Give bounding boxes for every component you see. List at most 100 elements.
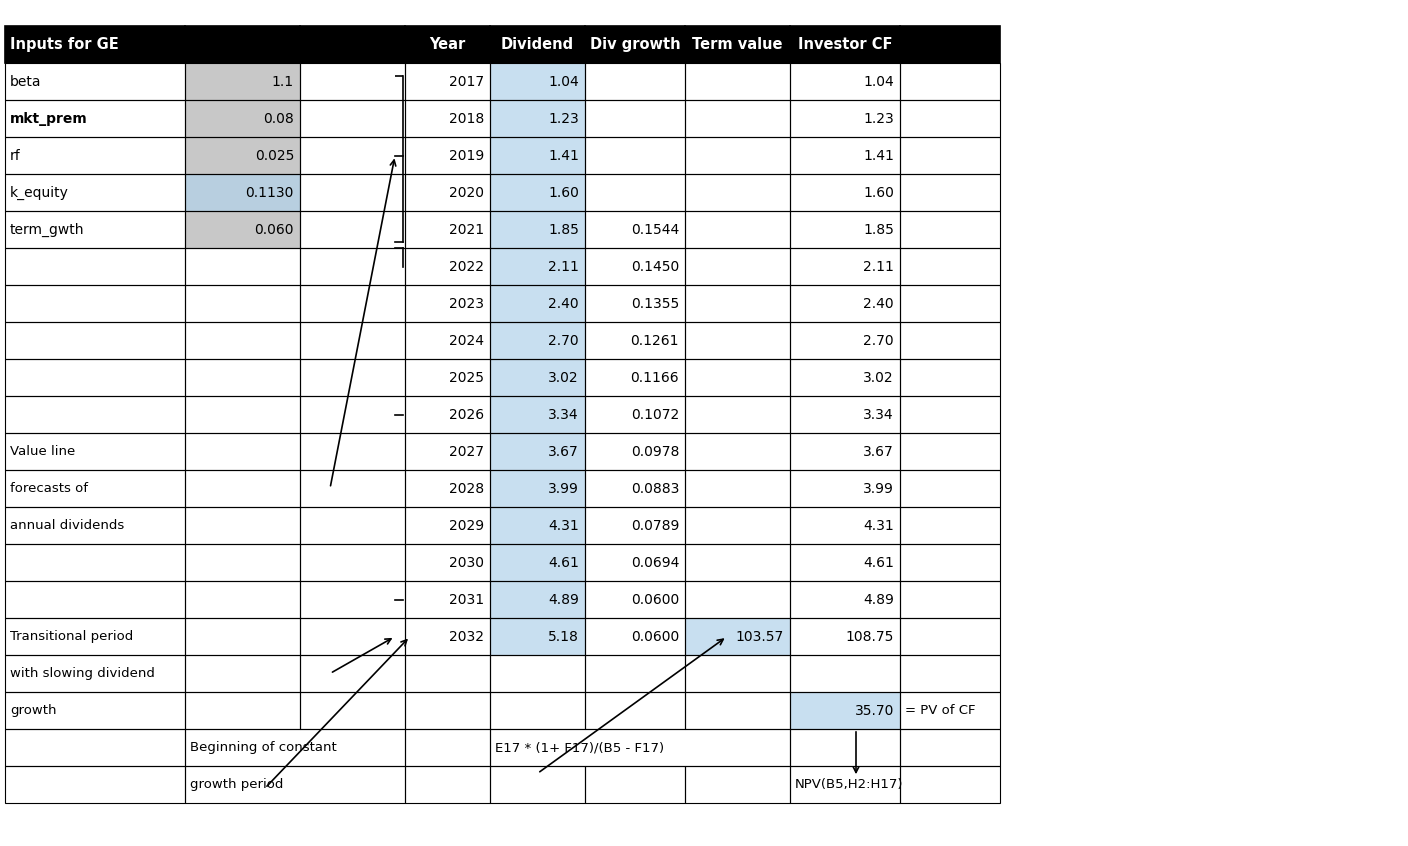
Bar	[490, 581, 584, 618]
Bar	[900, 655, 1000, 692]
Bar	[406, 655, 490, 692]
Bar	[686, 322, 790, 359]
Bar	[406, 322, 490, 359]
Text: Investor CF: Investor CF	[798, 37, 893, 52]
Bar	[584, 470, 686, 507]
Bar	[6, 433, 184, 470]
Bar	[686, 470, 790, 507]
Bar	[490, 174, 584, 211]
Bar	[686, 137, 790, 174]
Bar	[490, 211, 584, 248]
Bar	[6, 507, 184, 544]
Bar	[300, 581, 406, 618]
Text: 0.1450: 0.1450	[631, 260, 679, 273]
Bar	[300, 26, 406, 63]
Bar	[790, 211, 900, 248]
Bar	[6, 211, 184, 248]
Bar	[490, 137, 584, 174]
Bar	[686, 211, 790, 248]
Bar	[490, 137, 584, 174]
Bar	[790, 396, 900, 433]
Text: 2.11: 2.11	[863, 260, 894, 273]
Bar	[184, 470, 300, 507]
Bar	[686, 26, 790, 63]
Bar	[406, 26, 490, 63]
Bar	[300, 100, 406, 137]
Bar	[6, 285, 184, 322]
Bar	[184, 322, 300, 359]
Bar	[900, 248, 1000, 285]
Text: growth period: growth period	[190, 778, 283, 791]
Text: 0.1355: 0.1355	[631, 296, 679, 310]
Bar	[790, 396, 900, 433]
Bar	[184, 396, 300, 433]
Bar	[686, 581, 790, 618]
Bar	[900, 433, 1000, 470]
Bar	[184, 692, 300, 729]
Bar	[490, 729, 790, 766]
Text: 35.70: 35.70	[855, 704, 894, 717]
Bar	[490, 285, 584, 322]
Bar	[406, 137, 490, 174]
Text: Transitional period: Transitional period	[10, 630, 134, 643]
Bar	[584, 100, 686, 137]
Bar	[584, 322, 686, 359]
Bar	[584, 248, 686, 285]
Bar	[686, 174, 790, 211]
Bar	[6, 470, 184, 507]
Text: rf: rf	[10, 149, 21, 162]
Bar	[184, 544, 300, 581]
Bar	[406, 211, 490, 248]
Bar	[686, 470, 790, 507]
Text: 0.1130: 0.1130	[245, 185, 294, 200]
Text: 0.0883: 0.0883	[631, 481, 679, 496]
Bar	[790, 100, 900, 137]
Text: 2029: 2029	[449, 519, 484, 532]
Text: 2023: 2023	[449, 296, 484, 310]
Text: 0.1166: 0.1166	[631, 371, 679, 384]
Bar	[184, 766, 406, 803]
Bar	[184, 396, 300, 433]
Bar	[184, 26, 300, 63]
Bar	[584, 433, 686, 470]
Bar	[300, 211, 406, 248]
Bar	[300, 618, 406, 655]
Bar	[686, 137, 790, 174]
Bar	[584, 26, 686, 63]
Bar	[406, 655, 490, 692]
Text: Dividend: Dividend	[501, 37, 574, 52]
Bar	[184, 544, 300, 581]
Bar	[686, 63, 790, 100]
Bar	[406, 618, 490, 655]
Bar	[490, 655, 584, 692]
Text: 0.08: 0.08	[263, 112, 294, 125]
Bar	[790, 433, 900, 470]
Bar	[300, 137, 406, 174]
Bar	[300, 655, 406, 692]
Bar	[300, 285, 406, 322]
Bar	[790, 729, 900, 766]
Bar	[584, 396, 686, 433]
Text: 2026: 2026	[449, 408, 484, 421]
Bar	[406, 729, 490, 766]
Bar	[406, 100, 490, 137]
Bar	[686, 285, 790, 322]
Text: E17 * (1+ F17)/(B5 - F17): E17 * (1+ F17)/(B5 - F17)	[496, 741, 665, 754]
Text: 2.70: 2.70	[863, 333, 894, 348]
Bar	[6, 470, 184, 507]
Bar	[490, 285, 584, 322]
Text: 2025: 2025	[449, 371, 484, 384]
Bar	[584, 507, 686, 544]
Text: 3.67: 3.67	[548, 444, 579, 459]
Bar	[300, 26, 406, 63]
Bar	[406, 544, 490, 581]
Bar	[300, 544, 406, 581]
Bar	[900, 396, 1000, 433]
Bar	[406, 692, 490, 729]
Bar	[900, 618, 1000, 655]
Text: 2.40: 2.40	[863, 296, 894, 310]
Bar	[6, 26, 184, 63]
Bar	[406, 248, 490, 285]
Text: 2030: 2030	[449, 556, 484, 569]
Text: annual dividends: annual dividends	[10, 519, 124, 532]
